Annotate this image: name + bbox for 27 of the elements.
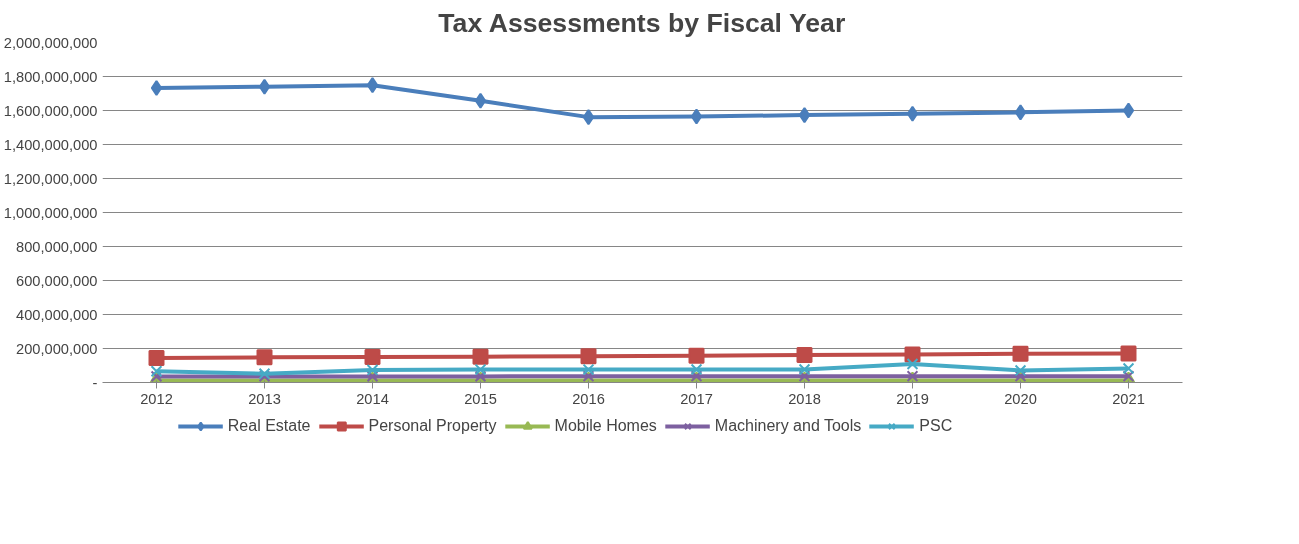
y-tick-label: 1,000,000,000 <box>3 204 98 221</box>
x-tick-label: 2013 <box>248 390 281 407</box>
y-tick-label: 2,000,000,000 <box>3 34 98 51</box>
y-tick-label: 400,000,000 <box>16 306 98 323</box>
y-tick-label: 1,800,000,000 <box>3 68 98 85</box>
y-tick-label: 800,000,000 <box>16 238 98 255</box>
y-tick-label: 600,000,000 <box>16 272 98 289</box>
y-tick-label: - <box>92 374 98 391</box>
x-tick-label: 2019 <box>896 390 929 407</box>
y-tick-label: 1,600,000,000 <box>3 102 98 119</box>
x-tick-label: 2016 <box>572 390 605 407</box>
legend-label: Real Estate <box>227 417 311 435</box>
y-tick-label: 1,200,000,000 <box>3 170 98 187</box>
y-tick-label: 200,000,000 <box>16 340 98 357</box>
x-tick-label: 2014 <box>356 390 389 407</box>
chart-title: Tax Assessments by Fiscal Year <box>438 7 846 38</box>
x-tick-label: 2015 <box>464 390 497 407</box>
legend-label: Machinery and Tools <box>714 417 862 435</box>
legend-label: Mobile Homes <box>554 417 657 435</box>
x-tick-label: 2012 <box>140 390 173 407</box>
x-tick-label: 2021 <box>1112 390 1145 407</box>
x-tick-label: 2017 <box>680 390 713 407</box>
x-tick-label: 2018 <box>788 390 821 407</box>
x-tick-label: 2020 <box>1004 390 1037 407</box>
y-tick-label: 1,400,000,000 <box>3 136 98 153</box>
legend-label: PSC <box>919 417 953 435</box>
legend-label: Personal Property <box>368 417 497 435</box>
